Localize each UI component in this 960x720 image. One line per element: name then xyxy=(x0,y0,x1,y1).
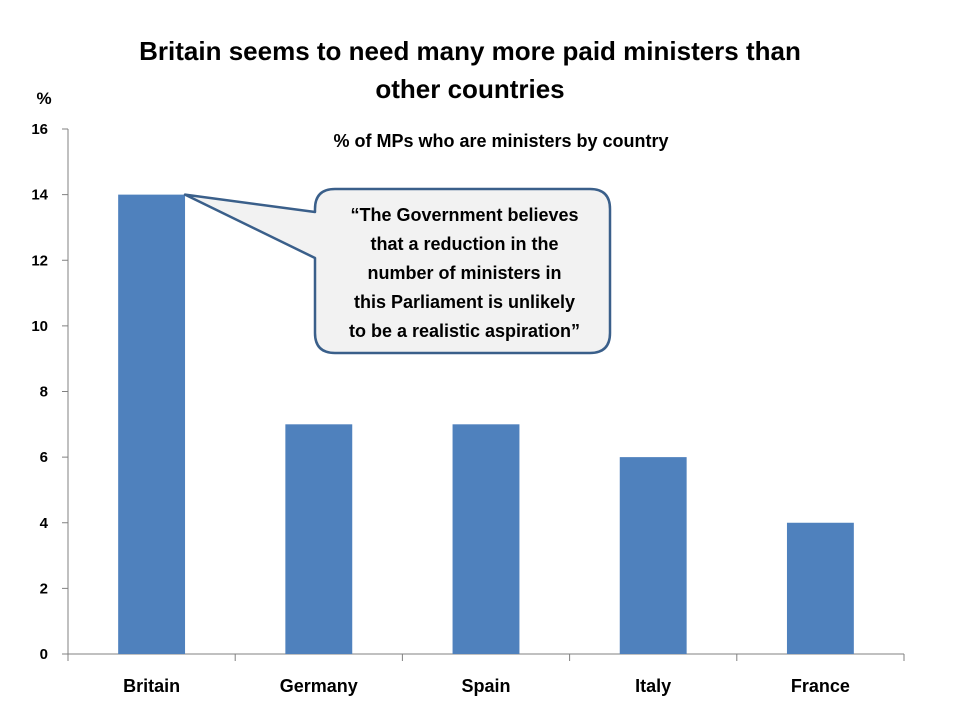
callout-bubble xyxy=(183,187,612,355)
y-tick-label: 8 xyxy=(40,384,48,401)
x-category-label: France xyxy=(791,676,850,696)
y-tick-label: 0 xyxy=(40,646,48,663)
bar-italy xyxy=(619,457,687,654)
callout-line: to be a realistic aspiration” xyxy=(349,321,580,341)
y-tick-label: 16 xyxy=(31,121,48,138)
y-tick-label: 4 xyxy=(40,515,49,532)
slide-title-line: Britain seems to need many more paid min… xyxy=(139,36,801,66)
y-tick-label: 12 xyxy=(31,252,48,269)
callout-line: this Parliament is unlikely xyxy=(354,292,575,312)
bar-france xyxy=(786,522,854,654)
y-tick-label: 2 xyxy=(40,580,48,597)
bar-spain xyxy=(452,424,520,654)
x-category-label: Germany xyxy=(280,676,358,696)
chart-axes: 0 2 4 6 8 10 12 14 16 Britain Germany Spain Italy Fra… xyxy=(31,121,905,696)
x-category-label: Spain xyxy=(461,676,510,696)
bar-britain xyxy=(118,194,186,654)
chart-title: % of MPs who are ministers by country xyxy=(333,131,668,151)
bar-series xyxy=(118,194,854,654)
slide-title-line: other countries xyxy=(375,74,565,104)
callout-line: that a reduction in the xyxy=(370,234,558,254)
x-category-label: Britain xyxy=(123,676,180,696)
x-category-label: Italy xyxy=(635,676,671,696)
callout: “The Government believes that a reduction… xyxy=(183,187,612,355)
slide-title: Britain seems to need many more paid min… xyxy=(60,32,880,108)
y-tick-label: 14 xyxy=(31,187,48,204)
y-tick-label: 6 xyxy=(40,449,48,466)
y-tick-label: 10 xyxy=(31,318,48,335)
callout-line: number of ministers in xyxy=(367,263,561,283)
bar-germany xyxy=(285,424,353,654)
callout-line: “The Government believes xyxy=(350,205,578,225)
y-axis-unit-label: % xyxy=(36,89,51,108)
callout-text: “The Government believes that a reduction… xyxy=(349,205,580,341)
